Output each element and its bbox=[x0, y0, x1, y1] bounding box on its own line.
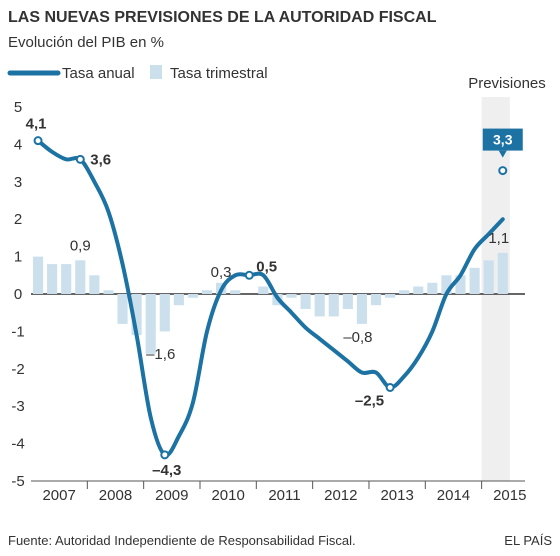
quarterly-bar bbox=[427, 282, 438, 294]
quarterly-data-label: –1,6 bbox=[146, 346, 175, 363]
chart-subtitle: Evolución del PIB en % bbox=[8, 34, 164, 51]
annual-data-label: –4,3 bbox=[152, 462, 181, 479]
x-tick-label: 2012 bbox=[324, 487, 357, 504]
quarterly-bar bbox=[103, 290, 114, 294]
x-tick-label: 2015 bbox=[493, 487, 526, 504]
source-note: Fuente: Autoridad Independiente de Respo… bbox=[8, 533, 356, 548]
x-tick-label: 2011 bbox=[268, 487, 300, 504]
quarterly-bar bbox=[32, 256, 44, 294]
point-marker bbox=[385, 383, 395, 392]
quarterly-bar bbox=[187, 294, 199, 298]
quarterly-bar bbox=[370, 294, 382, 306]
y-tick-label: -3 bbox=[11, 398, 24, 415]
quarterly-bar bbox=[441, 275, 452, 294]
annual-line bbox=[36, 138, 505, 458]
quarterly-data-label: 0,9 bbox=[70, 237, 91, 254]
y-tick-label: 1 bbox=[14, 249, 22, 266]
point-marker bbox=[498, 166, 508, 176]
y-tick-label: 5 bbox=[14, 99, 22, 116]
credit: EL PAÍS bbox=[504, 533, 552, 548]
quarterly-bar bbox=[159, 294, 170, 332]
quarterly-bar bbox=[47, 264, 58, 294]
plot-area: Previsiones 5 4 3 2 1 0 -1 -2 -3 -4 -5 2007 2008 2009 2… bbox=[11, 75, 545, 504]
quarterly-bar bbox=[399, 290, 410, 294]
chart-title: LAS NUEVAS PREVISIONES DE LA AUTORIDAD F… bbox=[8, 9, 437, 26]
quarterly-bar bbox=[455, 275, 466, 294]
quarterly-bar bbox=[385, 294, 396, 298]
callout-pointer bbox=[498, 150, 507, 158]
x-tick-label: 2010 bbox=[211, 487, 244, 504]
legend-bar-label: Tasa trimestral bbox=[170, 65, 268, 82]
x-tick-label: 2009 bbox=[155, 487, 188, 504]
quarterly-bar bbox=[131, 294, 142, 336]
legend: Tasa anual Tasa trimestral bbox=[7, 65, 268, 82]
annual-data-label: –2,5 bbox=[355, 393, 384, 410]
quarterly-bar bbox=[483, 260, 494, 294]
annual-data-label: 3,6 bbox=[90, 151, 111, 168]
quarterly-bar bbox=[300, 294, 311, 309]
y-tick-label: 3 bbox=[14, 174, 22, 191]
quarterly-bar bbox=[173, 294, 184, 306]
quarterly-data-label: –0,8 bbox=[343, 329, 372, 346]
quarterly-bar bbox=[469, 267, 480, 294]
annual-data-label: 0,5 bbox=[256, 258, 277, 275]
quarterly-bar bbox=[75, 260, 86, 294]
quarterly-bar bbox=[258, 286, 269, 294]
quarterly-data-label: 0,3 bbox=[211, 264, 232, 281]
annual-data-label: 4,1 bbox=[26, 116, 47, 133]
callout-box bbox=[482, 128, 523, 151]
x-tick-label: 2007 bbox=[42, 487, 75, 504]
quarterly-bar bbox=[61, 264, 72, 294]
quarterly-bar bbox=[286, 294, 297, 298]
y-tick-label: 0 bbox=[14, 286, 22, 303]
x-tick-label: 2013 bbox=[380, 487, 413, 504]
point-marker bbox=[160, 450, 170, 460]
quarterly-bar bbox=[314, 294, 325, 317]
quarterly-bar bbox=[356, 294, 368, 324]
quarterly-bar bbox=[413, 286, 424, 294]
forecast-label: Previsiones bbox=[468, 75, 546, 92]
quarterly-bar bbox=[328, 294, 339, 317]
legend-bar-swatch bbox=[150, 65, 162, 79]
quarterly-data-label: 1,1 bbox=[488, 230, 509, 247]
quarterly-bar bbox=[497, 252, 508, 294]
y-tick-label: 4 bbox=[14, 136, 22, 153]
y-tick-label: 2 bbox=[14, 211, 22, 228]
x-tick-label: 2008 bbox=[99, 487, 132, 504]
quarterly-bar bbox=[145, 294, 156, 354]
callout-label: 3,3 bbox=[493, 132, 513, 148]
y-tick-label: -4 bbox=[11, 436, 24, 453]
quarterly-bar bbox=[89, 275, 100, 294]
y-tick-label: -5 bbox=[11, 473, 24, 490]
y-tick-label: -1 bbox=[11, 323, 24, 340]
quarterly-bar bbox=[342, 294, 353, 309]
point-marker bbox=[33, 136, 43, 146]
quarterly-bar bbox=[230, 290, 241, 294]
point-marker bbox=[75, 154, 85, 164]
legend-line-label: Tasa anual bbox=[62, 65, 135, 82]
quarterly-bar bbox=[117, 294, 128, 324]
x-tick-label: 2014 bbox=[437, 487, 470, 504]
point-marker bbox=[244, 270, 254, 280]
y-tick-label: -2 bbox=[11, 361, 24, 378]
quarterly-bar bbox=[201, 290, 213, 294]
